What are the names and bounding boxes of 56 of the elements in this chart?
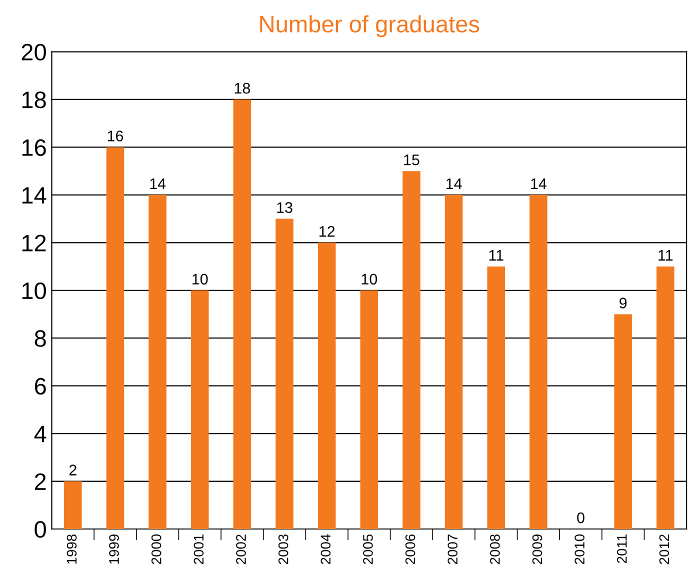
y-tick-label: 4 [34, 426, 46, 442]
x-tick-label: 2006 [405, 534, 416, 564]
y-tick-label: 0 [34, 521, 46, 538]
y-tick-label: 6 [34, 378, 46, 395]
data-label: 11 [489, 250, 504, 261]
bar [402, 171, 420, 529]
data-label: 0 [577, 512, 584, 524]
bar [614, 314, 632, 529]
x-tick-label: 2003 [278, 534, 288, 564]
y-tick-label: 14 [22, 187, 46, 204]
x-tick-label: 2005 [363, 534, 373, 564]
x-tick-label: 2008 [490, 534, 500, 564]
bar [487, 266, 505, 529]
x-tick-label: 2012 [659, 534, 670, 564]
bar [106, 147, 124, 529]
data-label: 13 [277, 202, 292, 213]
y-tick-label: 12 [22, 234, 46, 252]
y-tick-label: 20 [22, 44, 46, 61]
bar [190, 290, 209, 529]
data-label: 18 [234, 82, 250, 94]
x-tick-label: 1999 [109, 534, 119, 564]
y-tick-label: 16 [22, 139, 46, 156]
x-tick-label: 2011 [616, 534, 627, 564]
y-tick-label: 2 [34, 473, 46, 490]
data-label: 15 [404, 154, 420, 166]
bar [530, 194, 548, 529]
x-tick-label: 2001 [194, 534, 204, 564]
data-label: 16 [108, 130, 124, 142]
data-label: 11 [658, 250, 673, 261]
x-tick-label: 1998 [66, 534, 77, 564]
bar [444, 194, 463, 529]
bar [233, 99, 252, 529]
bar [148, 194, 166, 529]
x-tick-label: 2007 [448, 534, 458, 564]
x-tick-label: 2009 [532, 534, 542, 564]
data-label: 10 [192, 274, 208, 285]
data-label: 10 [362, 274, 378, 285]
data-label: 14 [446, 178, 462, 189]
bar [318, 242, 336, 529]
y-tick-label: 10 [22, 282, 46, 300]
data-label: 14 [531, 178, 546, 189]
bar [276, 218, 294, 529]
bar [360, 290, 378, 529]
data-label: 14 [150, 178, 166, 189]
bar [64, 481, 82, 529]
bar [656, 266, 674, 529]
y-tick-label: 18 [22, 92, 46, 108]
data-label: 2 [69, 464, 76, 476]
x-tick-label: 2000 [151, 534, 162, 564]
x-tick-label: 2004 [320, 534, 331, 564]
y-tick-label: 8 [34, 330, 46, 347]
data-label: 9 [620, 298, 627, 308]
chart-title: Number of graduates [260, 15, 480, 38]
data-label: 12 [320, 226, 335, 237]
x-tick-label: 2002 [236, 534, 246, 564]
x-tick-label: 2010 [574, 534, 584, 564]
